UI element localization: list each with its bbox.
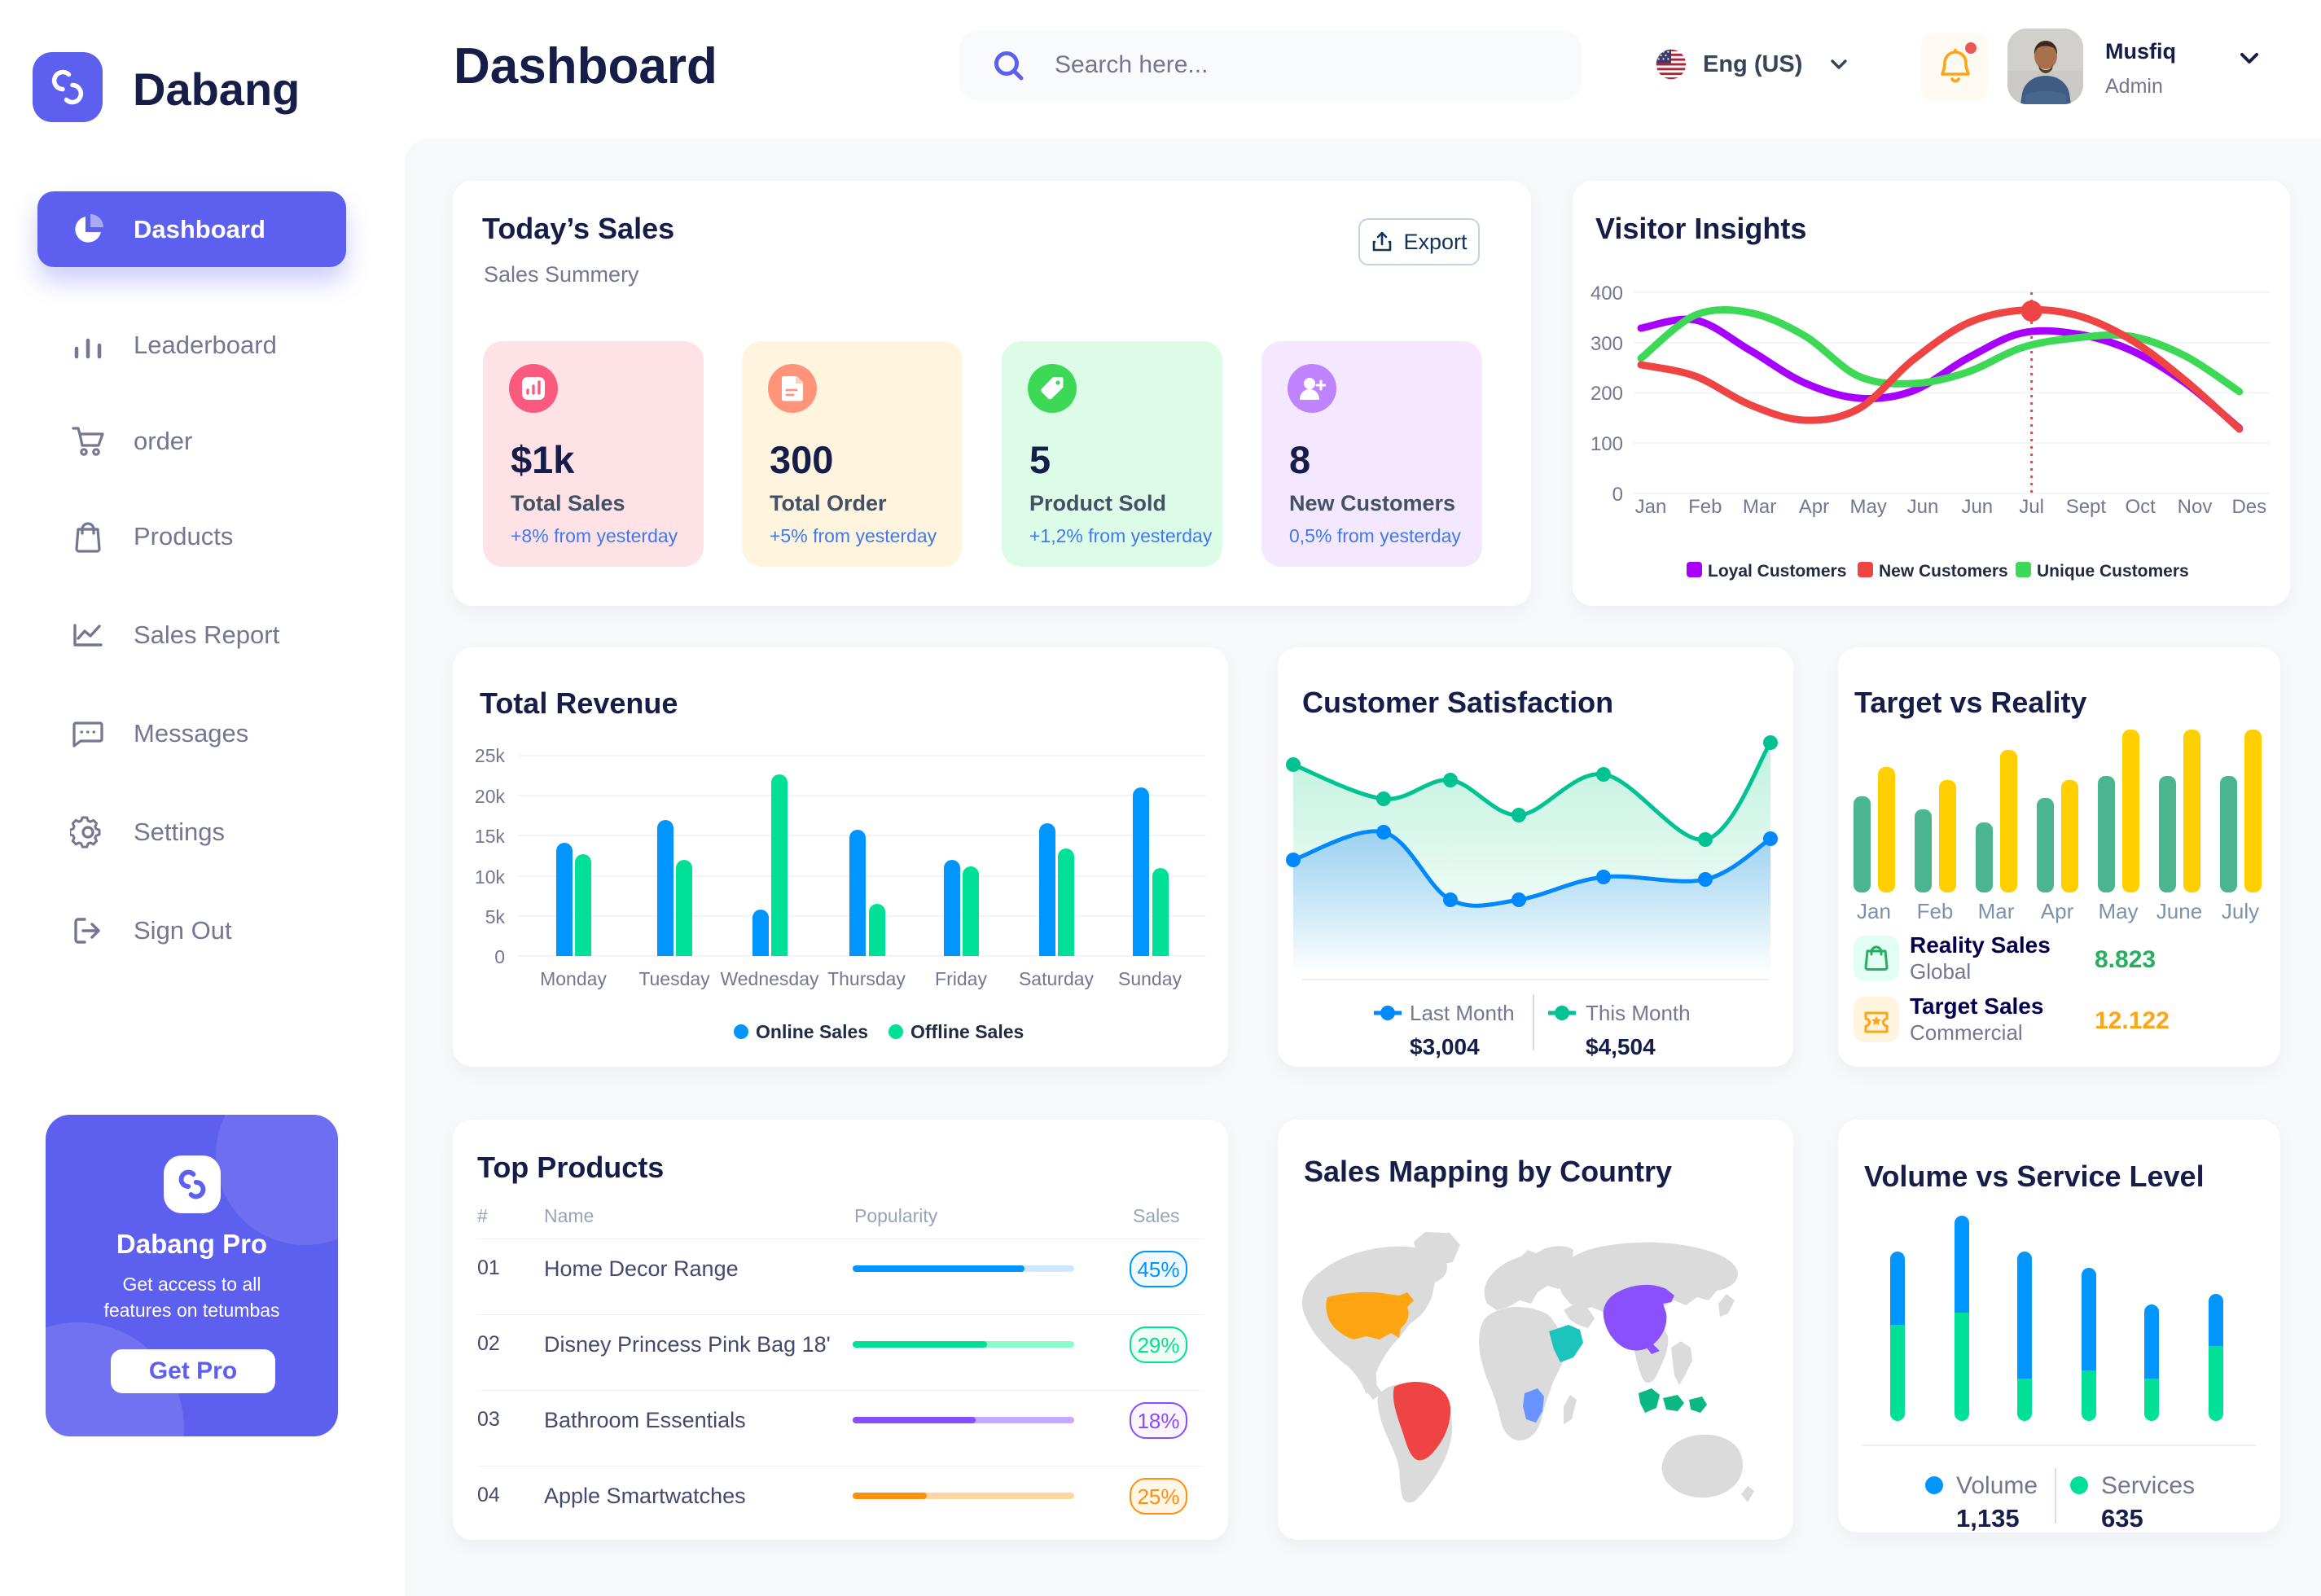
- svg-text:$4,504: $4,504: [1586, 1034, 1656, 1059]
- svg-text:Unique Customers: Unique Customers: [2037, 562, 2189, 581]
- svg-text:Thursday: Thursday: [827, 968, 906, 989]
- svg-text:20k: 20k: [475, 786, 506, 807]
- svg-text:Oct: Oct: [2126, 496, 2156, 518]
- svg-text:Mar: Mar: [1978, 899, 2015, 923]
- svg-text:May: May: [2098, 899, 2138, 923]
- svg-text:Apr: Apr: [1799, 496, 1829, 518]
- svg-text:0: 0: [1612, 484, 1623, 506]
- svg-text:$3,004: $3,004: [1410, 1034, 1480, 1059]
- svg-text:Jul: Jul: [2019, 496, 2044, 518]
- svg-text:15k: 15k: [475, 826, 506, 847]
- svg-text:Feb: Feb: [1917, 899, 1954, 923]
- svg-text:Loyal Customers: Loyal Customers: [1708, 562, 1846, 581]
- svg-text:June: June: [2156, 899, 2202, 923]
- svg-text:Online Sales: Online Sales: [756, 1021, 868, 1042]
- svg-text:Commercial: Commercial: [1910, 1020, 2023, 1045]
- svg-text:25k: 25k: [475, 745, 506, 766]
- svg-text:Sept: Sept: [2066, 496, 2107, 518]
- svg-text:Global: Global: [1910, 959, 1971, 984]
- svg-text:1,135: 1,135: [1956, 1504, 2020, 1532]
- svg-text:635: 635: [2101, 1504, 2143, 1532]
- svg-text:Saturday: Saturday: [1019, 968, 1095, 989]
- svg-text:Jan: Jan: [1857, 899, 1891, 923]
- svg-text:Apr: Apr: [2041, 899, 2074, 923]
- svg-text:Tuesday: Tuesday: [638, 968, 710, 989]
- svg-text:400: 400: [1590, 283, 1623, 305]
- svg-text:Sunday: Sunday: [1118, 968, 1182, 989]
- svg-text:Jan: Jan: [1635, 496, 1667, 518]
- svg-text:This Month: This Month: [1586, 1001, 1691, 1025]
- svg-text:Jun: Jun: [1961, 496, 1993, 518]
- svg-text:Nov: Nov: [2178, 496, 2213, 518]
- svg-text:Monday: Monday: [540, 968, 607, 989]
- svg-text:July: July: [2222, 899, 2259, 923]
- svg-text:Last Month: Last Month: [1410, 1001, 1515, 1025]
- svg-text:Target Sales: Target Sales: [1910, 993, 2043, 1019]
- svg-text:Services: Services: [2101, 1472, 2195, 1499]
- svg-text:100: 100: [1590, 433, 1623, 455]
- svg-text:Wednesday: Wednesday: [720, 968, 819, 989]
- svg-text:12.122: 12.122: [2095, 1007, 2170, 1034]
- svg-text:10k: 10k: [475, 866, 506, 888]
- svg-text:Jun: Jun: [1907, 496, 1939, 518]
- svg-text:Mar: Mar: [1743, 496, 1776, 518]
- svg-text:8.823: 8.823: [2095, 946, 2156, 973]
- svg-text:Feb: Feb: [1688, 496, 1722, 518]
- svg-text:Reality Sales: Reality Sales: [1910, 932, 2051, 958]
- svg-text:5k: 5k: [485, 906, 506, 927]
- svg-text:Offline Sales: Offline Sales: [910, 1021, 1024, 1042]
- svg-text:Volume: Volume: [1956, 1472, 2038, 1499]
- svg-text:300: 300: [1590, 333, 1623, 355]
- svg-text:Friday: Friday: [935, 968, 987, 989]
- svg-text:New Customers: New Customers: [1879, 562, 2008, 581]
- svg-text:200: 200: [1590, 383, 1623, 405]
- svg-text:May: May: [1850, 496, 1887, 518]
- svg-text:0: 0: [494, 946, 505, 967]
- svg-text:Des: Des: [2231, 496, 2266, 518]
